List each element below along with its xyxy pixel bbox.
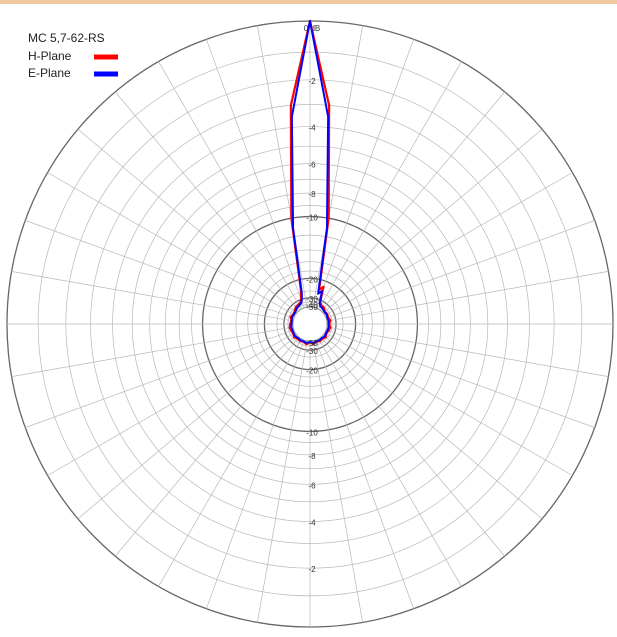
grid-spoke [206, 339, 305, 609]
grid-spoke [322, 334, 543, 520]
grid-spoke [315, 39, 414, 309]
grid-spoke [320, 91, 506, 312]
radial-tick-label-top: -30 [306, 295, 318, 304]
radial-tick-labels: 0 dB-2-4-6-8-10-20-30-40-50-50-30-20-10-… [304, 24, 320, 574]
radial-tick-label-bottom: -10 [306, 428, 318, 437]
grid-spoke [158, 61, 302, 310]
grid-spoke [47, 172, 296, 316]
radial-tick-label-top: -10 [306, 214, 318, 223]
top-border-strip [0, 0, 617, 4]
grid-spoke [11, 271, 294, 322]
radial-tick-label-bottom: -2 [308, 565, 316, 574]
grid-spoke [324, 172, 573, 316]
radial-tick-label-top: -6 [308, 161, 316, 170]
radial-tick-label-top: -40 [306, 301, 318, 310]
legend: MC 5,7-62-RS H-Plane E-Plane [28, 31, 118, 80]
grid-spoke [77, 128, 298, 314]
grid-spoke [322, 128, 543, 314]
radial-tick-label-top: -50 [306, 303, 318, 312]
radial-tick-label-top: -20 [306, 275, 318, 284]
grid-spoke [318, 338, 462, 587]
grid-spoke [206, 39, 305, 309]
grid-spoke [315, 339, 414, 609]
grid-spoke [25, 220, 295, 319]
grid-spoke [11, 326, 294, 377]
grid-spoke [326, 326, 609, 377]
grid-spoke [318, 61, 462, 310]
legend-label-e-plane: E-Plane [28, 66, 71, 80]
grid-spoke [312, 25, 363, 308]
polar-grid [6, 20, 614, 628]
grid-spoke [158, 338, 302, 587]
chart-title: MC 5,7-62-RS [28, 31, 105, 45]
grid-spoke [325, 329, 595, 428]
grid-spoke [114, 91, 300, 312]
grid-spoke [114, 336, 300, 557]
grid-spoke [257, 340, 308, 623]
radial-tick-label-bottom: -30 [306, 347, 318, 356]
grid-spoke [320, 336, 506, 557]
radial-tick-label-bottom: -6 [308, 481, 316, 490]
radial-tick-label-bottom: -20 [306, 367, 318, 376]
radial-tick-label-bottom: -4 [308, 518, 316, 527]
series-layer [288, 19, 332, 346]
grid-spoke [326, 271, 609, 322]
series-line-e-plane [290, 20, 330, 344]
grid-spoke [324, 332, 573, 476]
radial-tick-label-bottom: -8 [308, 452, 316, 461]
radial-tick-label-bottom: -50 [306, 339, 318, 348]
radial-tick-label-top: 0 dB [304, 24, 320, 33]
grid-spoke [257, 25, 308, 308]
radial-tick-label-top: -2 [308, 77, 316, 86]
grid-spoke [325, 220, 595, 319]
grid-spoke [25, 329, 295, 428]
grid-spoke [77, 334, 298, 520]
radial-tick-label-top: -8 [308, 190, 316, 199]
grid-spoke [47, 332, 296, 476]
legend-label-h-plane: H-Plane [28, 49, 72, 63]
grid-spoke [312, 340, 363, 623]
radial-tick-label-top: -4 [308, 124, 316, 133]
